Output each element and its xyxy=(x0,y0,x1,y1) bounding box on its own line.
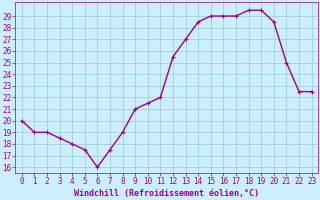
X-axis label: Windchill (Refroidissement éolien,°C): Windchill (Refroidissement éolien,°C) xyxy=(74,189,259,198)
